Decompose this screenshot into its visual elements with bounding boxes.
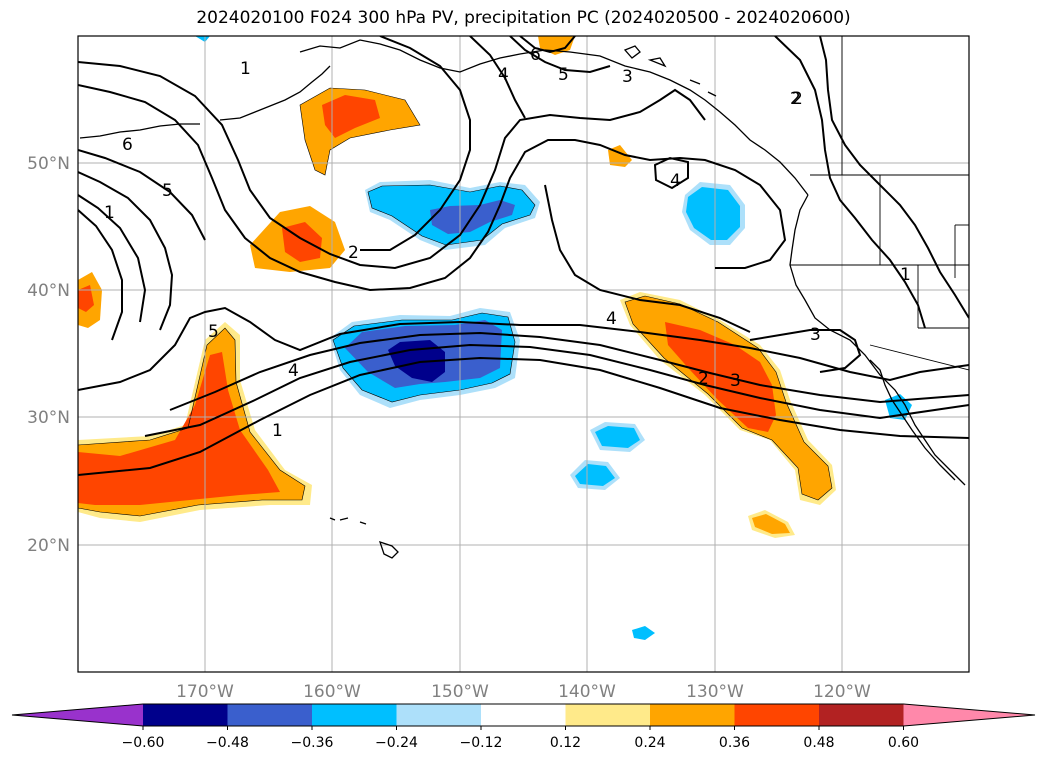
colorbar-tick-label: 0.60 [888, 735, 919, 751]
colorbar-extend-low [12, 704, 143, 726]
borders [790, 36, 969, 371]
pv-contour-5 [78, 61, 706, 270]
colorbar-swatch [143, 704, 228, 726]
contour-label: 6 [530, 45, 541, 65]
pv-contour-16 [469, 36, 526, 119]
colorbar-tick-label: 0.24 [634, 735, 665, 751]
lat-label: 40°N [27, 281, 70, 301]
contour-label: 6 [122, 135, 133, 155]
lat-label: 20°N [27, 536, 70, 556]
contour-label: 2 [698, 369, 709, 389]
pv-contour-12 [819, 36, 969, 319]
precip-negative-areas [195, 36, 912, 640]
pv-contour-18 [519, 36, 576, 54]
contour-label: 5 [162, 181, 173, 201]
contour-label: 1 [900, 265, 911, 285]
colorbar-tick-label: −0.48 [206, 735, 249, 751]
contour-label: 2 [792, 89, 803, 109]
colorbar-swatch [312, 704, 397, 726]
colorbar-swatch [396, 704, 482, 726]
precip-outlines [78, 87, 833, 517]
colorbar: −0.60 −0.48 −0.36 −0.24 −0.12 0.12 0.24 0.36 0.4… [11, 703, 1036, 751]
pv-contours [78, 36, 969, 476]
contour-label: 1 [640, 21, 651, 41]
contour-label: 4 [498, 65, 509, 85]
lat-label: 50°N [27, 154, 70, 174]
contour-label: 2 [790, 89, 801, 109]
contour-label: 4 [670, 171, 681, 191]
colorbar-tick-label: 0.48 [803, 735, 834, 751]
pv-contour-10 [78, 209, 123, 341]
coastlines [79, 39, 966, 559]
colorbar-tick-label: −0.12 [460, 735, 503, 751]
contour-label: 1 [272, 421, 283, 441]
pv-contour-2 [144, 343, 969, 437]
colorbar-extend-high [903, 704, 1035, 726]
pv-contour-19 [360, 36, 471, 251]
lat-label: 30°N [27, 408, 70, 428]
colorbar-swatch [481, 704, 566, 726]
lon-label: 130°W [686, 682, 744, 702]
pv-contour-14 [749, 329, 862, 373]
colorbar-swatch [650, 704, 735, 726]
lon-label: 160°W [303, 682, 361, 702]
contour-label: 2 [348, 243, 359, 263]
contour-label: 4 [288, 361, 299, 381]
colorbar-tick-label: −0.24 [375, 735, 418, 751]
contour-label: 4 [606, 309, 617, 329]
contour-label: 1 [240, 59, 251, 79]
colorbar-swatch [565, 704, 651, 726]
lon-label: 120°W [813, 682, 871, 702]
pv-contour-9 [78, 194, 147, 323]
colorbar-swatch [734, 704, 820, 726]
pv-contour-7 [78, 149, 206, 241]
colorbar-tick-label: −0.36 [291, 735, 334, 751]
precip-area-neg-small4 [632, 626, 655, 640]
contour-label: 3 [622, 67, 633, 87]
contour-label: 1 [104, 203, 115, 223]
map-title: 2024020100 F024 300 hPa PV, precipitatio… [196, 8, 851, 28]
lon-label: 140°W [558, 682, 616, 702]
contour-labels: 1 6 4 5 3 2 6 5 1 2 4 5 4 1 4 2 3 3 1 2 … [104, 21, 911, 441]
pv-contour-3 [169, 331, 969, 411]
colorbar-tick-label: −0.60 [122, 735, 165, 751]
colorbar-tick-label: 0.36 [719, 735, 750, 751]
contour-label: 5 [558, 65, 569, 85]
pv-contour-8 [78, 171, 174, 331]
pv-contour-17 [509, 36, 611, 74]
pv-contour-13 [544, 184, 751, 333]
pv-contour-6 [78, 84, 787, 292]
pv-contour-1 [78, 356, 969, 476]
pv-contour-11 [774, 36, 926, 329]
pv-contour-15 [653, 156, 689, 190]
lon-label: 170°W [176, 682, 234, 702]
longitude-labels: 170°W 160°W 150°W 140°W 130°W 120°W [176, 682, 871, 702]
lon-label: 150°W [431, 682, 489, 702]
latitude-labels: 50°N 40°N 30°N 20°N [27, 154, 70, 556]
pv-contour-4 [78, 306, 969, 391]
colorbar-swatch [819, 704, 904, 726]
map-frame [77, 35, 970, 673]
colorbar-tick-label: 0.12 [550, 735, 581, 751]
contour-label: 5 [208, 322, 219, 342]
contour-label: 3 [730, 371, 741, 391]
contour-label: 3 [810, 325, 821, 345]
colorbar-swatch [227, 704, 313, 726]
